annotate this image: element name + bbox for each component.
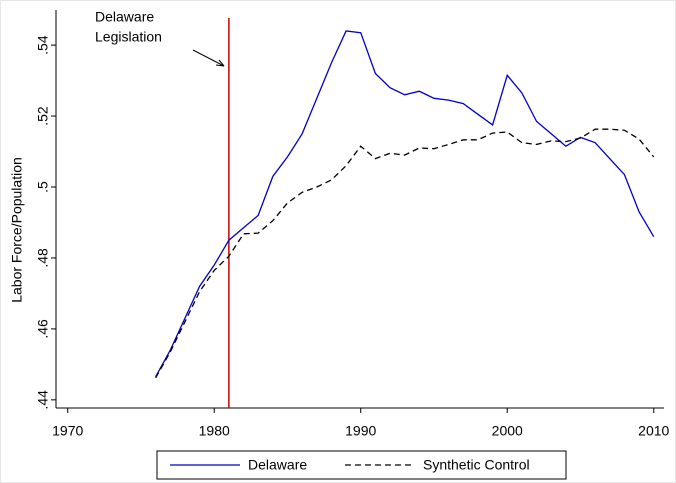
y-tick-label: .44 [35, 390, 51, 410]
annotation: Legislation [95, 29, 162, 45]
x-tick-label: 1980 [199, 423, 230, 439]
y-axis-label: Labor Force/Population [9, 157, 25, 303]
annotation-arrow [192, 49, 225, 67]
y-tick-label: .5 [35, 181, 51, 193]
y-tick-label: .52 [35, 106, 51, 126]
series-line [155, 30, 655, 378]
arrow-head [215, 59, 225, 67]
series-line [155, 128, 655, 379]
legend-label: Delaware [248, 457, 307, 473]
x-tick-label: 2000 [492, 423, 523, 439]
annotation: Delaware [95, 9, 154, 25]
x-tick-label: 1990 [345, 423, 376, 439]
y-tick-label: .46 [35, 319, 51, 339]
legend-label: Synthetic Control [423, 457, 530, 473]
x-tick-label: 2010 [638, 423, 669, 439]
y-tick-label: .54 [35, 35, 51, 55]
x-tick-label: 1970 [52, 423, 83, 439]
y-tick-label: .48 [35, 248, 51, 268]
